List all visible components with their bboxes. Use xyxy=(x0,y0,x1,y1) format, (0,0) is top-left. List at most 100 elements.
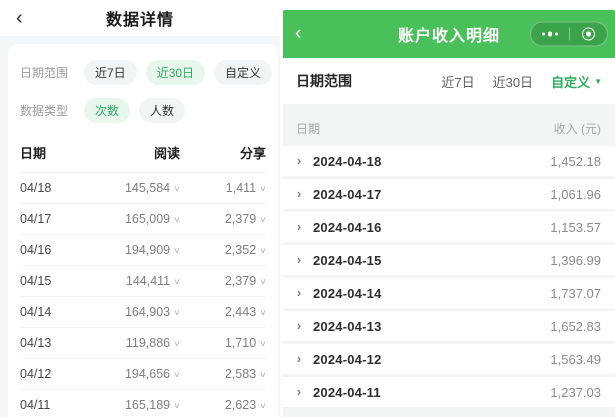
right-header: ‹ 账户收入明细 xyxy=(283,10,615,58)
col-header-shares: 分享 xyxy=(239,146,266,161)
chevron-down-icon[interactable]: ∨ xyxy=(173,276,181,286)
chevron-right-icon[interactable]: › xyxy=(296,252,302,267)
row-date: 04/16 xyxy=(20,243,52,257)
income-row[interactable]: › 2024-04-12 1,563.49 xyxy=(283,344,615,374)
row-reads[interactable]: 119,886 ∨ xyxy=(80,336,181,350)
data-type-label: 数据类型 xyxy=(20,104,69,118)
data-card: 日期范围 近7日 近30日 自定义 数据类型 次数 人数 日 xyxy=(8,44,278,417)
chevron-down-icon[interactable]: ∨ xyxy=(259,338,267,348)
row-shares[interactable]: 2,379 ∨ xyxy=(180,212,267,226)
chevron-right-icon[interactable]: › xyxy=(296,351,302,366)
date-range-option[interactable]: 自定义 ▼ xyxy=(551,72,602,91)
reads-value: 119,886 xyxy=(125,336,171,350)
row-reads[interactable]: 144,411 ∨ xyxy=(80,274,181,288)
page-title: 数据详情 xyxy=(105,12,174,29)
chevron-down-icon[interactable]: ∨ xyxy=(259,276,267,286)
date-range-option[interactable]: 近30日 ▼ xyxy=(493,72,533,91)
row-reads[interactable]: 145,584 ∨ xyxy=(80,181,181,195)
income-row[interactable]: › 2024-04-17 1,061.96 xyxy=(283,179,615,209)
chevron-right-icon[interactable]: › xyxy=(296,219,302,234)
shares-value: 2,623 xyxy=(224,398,257,412)
chevron-down-icon[interactable]: ∨ xyxy=(173,214,181,224)
row-date: 04/13 xyxy=(20,336,52,350)
date-range-option[interactable]: 近7日 xyxy=(84,60,137,85)
income-row[interactable]: › 2024-04-18 1,452.18 xyxy=(283,146,615,176)
chevron-right-icon[interactable]: › xyxy=(296,384,302,399)
row-date: 2024-04-11 xyxy=(313,384,381,400)
chevron-down-icon[interactable]: ∨ xyxy=(259,307,267,317)
chevron-right-icon[interactable]: › xyxy=(296,186,302,201)
row-date: 2024-04-13 xyxy=(313,318,382,334)
row-reads[interactable]: 165,189 ∨ xyxy=(80,398,181,412)
row-date: 04/18 xyxy=(20,181,52,195)
back-icon[interactable]: ‹ xyxy=(16,7,23,29)
income-table-header: 日期 收入 (元) xyxy=(283,104,615,146)
row-date: 2024-04-17 xyxy=(313,186,382,202)
row-date: 04/17 xyxy=(20,212,52,226)
reads-value: 194,656 xyxy=(124,367,171,381)
row-reads[interactable]: 194,909 ∨ xyxy=(80,243,181,257)
income-table: › 2024-04-18 1,452.18 › 2024-04-17 1,061… xyxy=(283,146,615,407)
chevron-down-icon[interactable]: ∨ xyxy=(173,183,181,193)
row-date: 04/12 xyxy=(20,367,52,381)
data-details-screen: ‹ 数据详情 日期范围 近7日 近30日 自定义 数据类型 次数 人数 xyxy=(0,0,280,417)
row-shares[interactable]: 2,379 ∨ xyxy=(180,274,267,288)
reads-value: 165,009 xyxy=(124,212,171,226)
chevron-right-icon[interactable]: › xyxy=(296,285,302,300)
date-range-filter-row: 日期范围 近7日 ▼ 近30日 ▼ 自定义 ▼ xyxy=(283,58,615,104)
chevron-down-icon[interactable]: ∨ xyxy=(173,307,181,317)
chevron-down-icon[interactable]: ∨ xyxy=(259,369,267,379)
close-target-icon[interactable] xyxy=(570,23,608,46)
shares-value: 2,443 xyxy=(224,305,257,319)
row-income: 1,452.18 xyxy=(550,153,601,169)
date-range-option[interactable]: 自定义 xyxy=(214,60,273,85)
reads-value: 165,189 xyxy=(124,398,171,412)
income-row[interactable]: › 2024-04-16 1,153.57 xyxy=(283,212,615,242)
income-row[interactable]: › 2024-04-14 1,737.07 xyxy=(283,278,615,308)
row-shares[interactable]: 2,443 ∨ xyxy=(180,305,267,319)
date-range-option[interactable]: 近7日 ▼ xyxy=(441,72,474,91)
row-reads[interactable]: 194,656 ∨ xyxy=(80,367,181,381)
data-type-option[interactable]: 人数 xyxy=(139,98,186,123)
table-row: 04/16 194,909 ∨ 2,352 ∨ xyxy=(20,234,267,265)
shares-value: 2,379 xyxy=(224,274,257,288)
data-type-option[interactable]: 次数 xyxy=(84,98,131,123)
row-shares[interactable]: 1,710 ∨ xyxy=(180,336,267,350)
row-shares[interactable]: 1,411 ∨ xyxy=(180,181,267,195)
chevron-down-icon[interactable]: ∨ xyxy=(259,400,267,410)
row-shares[interactable]: 2,352 ∨ xyxy=(180,243,267,257)
left-header: ‹ 数据详情 xyxy=(0,0,280,36)
chevron-down-icon[interactable]: ∨ xyxy=(173,245,181,255)
more-options-icon[interactable] xyxy=(531,23,569,46)
shares-value: 2,379 xyxy=(224,212,257,226)
income-row[interactable]: › 2024-04-15 1,396.99 xyxy=(283,245,615,275)
income-row[interactable]: › 2024-04-11 1,237.03 xyxy=(283,377,615,407)
chevron-right-icon[interactable]: › xyxy=(296,153,302,168)
row-income: 1,061.96 xyxy=(550,186,601,202)
row-income: 1,237.03 xyxy=(550,384,601,400)
row-reads[interactable]: 164,903 ∨ xyxy=(80,305,181,319)
chevron-right-icon[interactable]: › xyxy=(296,318,302,333)
option-label: 自定义 xyxy=(551,74,591,90)
back-icon[interactable]: ‹ xyxy=(295,23,302,44)
table-row: 04/15 144,411 ∨ 2,379 ∨ xyxy=(20,265,267,296)
row-shares[interactable]: 2,583 ∨ xyxy=(180,367,267,381)
shares-value: 2,583 xyxy=(224,367,257,381)
chevron-down-icon[interactable]: ∨ xyxy=(173,400,181,410)
shares-value: 1,710 xyxy=(224,336,257,350)
row-reads[interactable]: 165,009 ∨ xyxy=(80,212,181,226)
chevron-down-icon[interactable]: ∨ xyxy=(173,369,181,379)
status-bar-gap xyxy=(283,0,615,10)
row-date: 2024-04-15 xyxy=(313,252,382,268)
row-shares[interactable]: 2,623 ∨ xyxy=(180,398,267,412)
date-range-label: 日期范围 xyxy=(20,66,69,80)
shares-value: 2,352 xyxy=(224,243,257,257)
chevron-down-icon[interactable]: ∨ xyxy=(259,183,267,193)
chevron-down-icon[interactable]: ∨ xyxy=(259,245,267,255)
table-row: 04/18 145,584 ∨ 1,411 ∨ xyxy=(20,172,267,203)
date-range-option[interactable]: 近30日 xyxy=(145,60,206,85)
page-title: 账户收入明细 xyxy=(397,28,501,45)
income-row[interactable]: › 2024-04-13 1,652.83 xyxy=(283,311,615,341)
chevron-down-icon[interactable]: ∨ xyxy=(173,338,181,348)
chevron-down-icon[interactable]: ∨ xyxy=(259,214,267,224)
